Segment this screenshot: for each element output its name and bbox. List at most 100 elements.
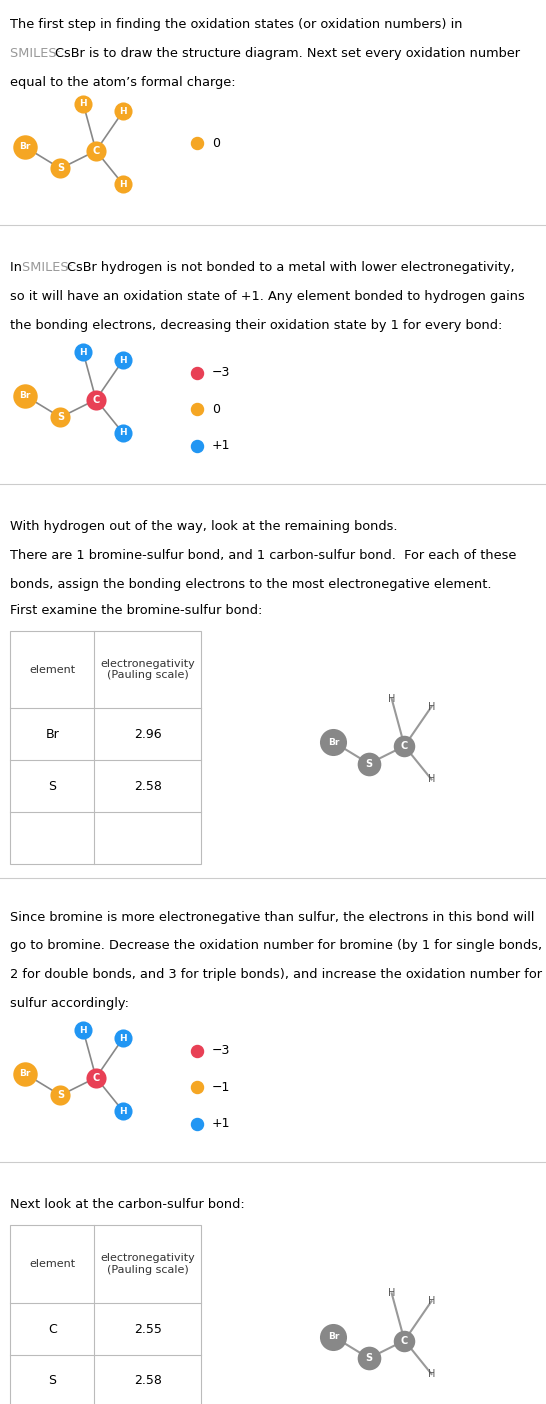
Point xyxy=(192,132,201,154)
Text: SMILES:: SMILES: xyxy=(10,46,65,60)
Text: H: H xyxy=(428,775,435,785)
Text: With hydrogen out of the way, look at the remaining bonds.: With hydrogen out of the way, look at th… xyxy=(10,519,397,534)
Text: First examine the bromine-sulfur bond:: First examine the bromine-sulfur bond: xyxy=(10,604,262,616)
Text: −3: −3 xyxy=(212,366,230,379)
Point xyxy=(79,1019,87,1042)
Point xyxy=(192,434,201,456)
Text: S: S xyxy=(48,779,56,793)
Text: H: H xyxy=(79,100,87,108)
Text: S: S xyxy=(57,1091,64,1101)
Text: S: S xyxy=(48,1375,56,1387)
Point xyxy=(56,1084,65,1106)
Text: S: S xyxy=(57,163,64,174)
Text: H: H xyxy=(119,1033,127,1043)
Text: C: C xyxy=(92,395,99,404)
Text: Br: Br xyxy=(328,1332,339,1341)
Text: H: H xyxy=(428,1296,435,1306)
Text: Br: Br xyxy=(19,1070,31,1078)
Point xyxy=(21,385,29,407)
Text: C: C xyxy=(48,1323,57,1335)
Text: CsBr is to draw the structure diagram. Next set every oxidation number: CsBr is to draw the structure diagram. N… xyxy=(55,46,520,60)
Text: +1: +1 xyxy=(212,439,230,452)
Point xyxy=(192,397,201,420)
Text: CsBr hydrogen is not bonded to a metal with lower electronegativity,: CsBr hydrogen is not bonded to a metal w… xyxy=(67,261,514,274)
Text: The first step in finding the oxidation states (or oxidation numbers) in: The first step in finding the oxidation … xyxy=(10,18,462,31)
Text: Br: Br xyxy=(328,737,339,747)
Text: H: H xyxy=(119,428,127,438)
Text: C: C xyxy=(401,1335,408,1345)
Text: equal to the atom’s formal charge:: equal to the atom’s formal charge: xyxy=(10,76,235,88)
Point xyxy=(118,100,127,122)
Bar xyxy=(10,1226,201,1404)
Text: 2.58: 2.58 xyxy=(134,779,162,793)
Bar xyxy=(10,630,201,865)
Text: go to bromine. Decrease the oxidation number for bromine (by 1 for single bonds,: go to bromine. Decrease the oxidation nu… xyxy=(10,939,542,952)
Text: Br: Br xyxy=(19,142,31,152)
Text: so it will have an oxidation state of +1. Any element bonded to hydrogen gains: so it will have an oxidation state of +1… xyxy=(10,291,525,303)
Point xyxy=(400,1330,409,1352)
Text: 2.58: 2.58 xyxy=(134,1375,162,1387)
Text: sulfur accordingly:: sulfur accordingly: xyxy=(10,997,129,1009)
Text: Next look at the carbon-sulfur bond:: Next look at the carbon-sulfur bond: xyxy=(10,1198,245,1212)
Point xyxy=(56,406,65,428)
Point xyxy=(118,350,127,372)
Text: C: C xyxy=(92,1073,99,1082)
Point xyxy=(365,1346,373,1369)
Text: H: H xyxy=(428,702,435,712)
Text: S: S xyxy=(57,413,64,423)
Point xyxy=(329,731,338,754)
Text: bonds, assign the bonding electrons to the most electronegative element.: bonds, assign the bonding electrons to t… xyxy=(10,577,491,591)
Text: element: element xyxy=(29,1259,75,1269)
Text: S: S xyxy=(365,1353,372,1363)
Text: C: C xyxy=(92,146,99,156)
Text: −3: −3 xyxy=(212,1045,230,1057)
Text: electronegativity
(Pauling scale): electronegativity (Pauling scale) xyxy=(100,1254,195,1275)
Text: H: H xyxy=(119,107,127,117)
Text: H: H xyxy=(428,1369,435,1379)
Text: Br: Br xyxy=(45,727,59,741)
Point xyxy=(192,1039,201,1061)
Text: 0: 0 xyxy=(212,138,220,150)
Text: −1: −1 xyxy=(212,1081,230,1094)
Text: There are 1 bromine-sulfur bond, and 1 carbon-sulfur bond.  For each of these: There are 1 bromine-sulfur bond, and 1 c… xyxy=(10,549,516,562)
Point xyxy=(92,1067,100,1090)
Text: 2 for double bonds, and 3 for triple bonds), and increase the oxidation number f: 2 for double bonds, and 3 for triple bon… xyxy=(10,969,542,981)
Text: element: element xyxy=(29,664,75,674)
Point xyxy=(329,1325,338,1348)
Text: the bonding electrons, decreasing their oxidation state by 1 for every bond:: the bonding electrons, decreasing their … xyxy=(10,319,502,331)
Text: Since bromine is more electronegative than sulfur, the electrons in this bond wi: Since bromine is more electronegative th… xyxy=(10,911,534,924)
Point xyxy=(365,753,373,775)
Text: SMILES:: SMILES: xyxy=(22,261,77,274)
Point xyxy=(21,1063,29,1085)
Text: H: H xyxy=(119,1106,127,1116)
Text: H: H xyxy=(388,1289,395,1299)
Text: H: H xyxy=(119,180,127,188)
Text: 0: 0 xyxy=(212,403,220,416)
Point xyxy=(56,157,65,180)
Point xyxy=(79,341,87,364)
Text: H: H xyxy=(119,355,127,365)
Text: +1: +1 xyxy=(212,1118,230,1130)
Text: H: H xyxy=(79,1026,87,1035)
Text: 2.96: 2.96 xyxy=(134,727,162,741)
Point xyxy=(192,361,201,383)
Text: C: C xyxy=(401,741,408,751)
Text: electronegativity
(Pauling scale): electronegativity (Pauling scale) xyxy=(100,658,195,681)
Point xyxy=(118,1099,127,1122)
Text: H: H xyxy=(79,348,87,357)
Text: H: H xyxy=(388,694,395,703)
Point xyxy=(79,93,87,115)
Text: S: S xyxy=(365,758,372,768)
Point xyxy=(192,1112,201,1134)
Point xyxy=(21,136,29,159)
Point xyxy=(92,389,100,411)
Text: In: In xyxy=(10,261,26,274)
Point xyxy=(192,1075,201,1098)
Point xyxy=(400,734,409,757)
Point xyxy=(118,1028,127,1050)
Text: Br: Br xyxy=(19,392,31,400)
Point xyxy=(92,139,100,161)
Text: 2.55: 2.55 xyxy=(134,1323,162,1335)
Point xyxy=(118,173,127,195)
Point xyxy=(118,421,127,444)
